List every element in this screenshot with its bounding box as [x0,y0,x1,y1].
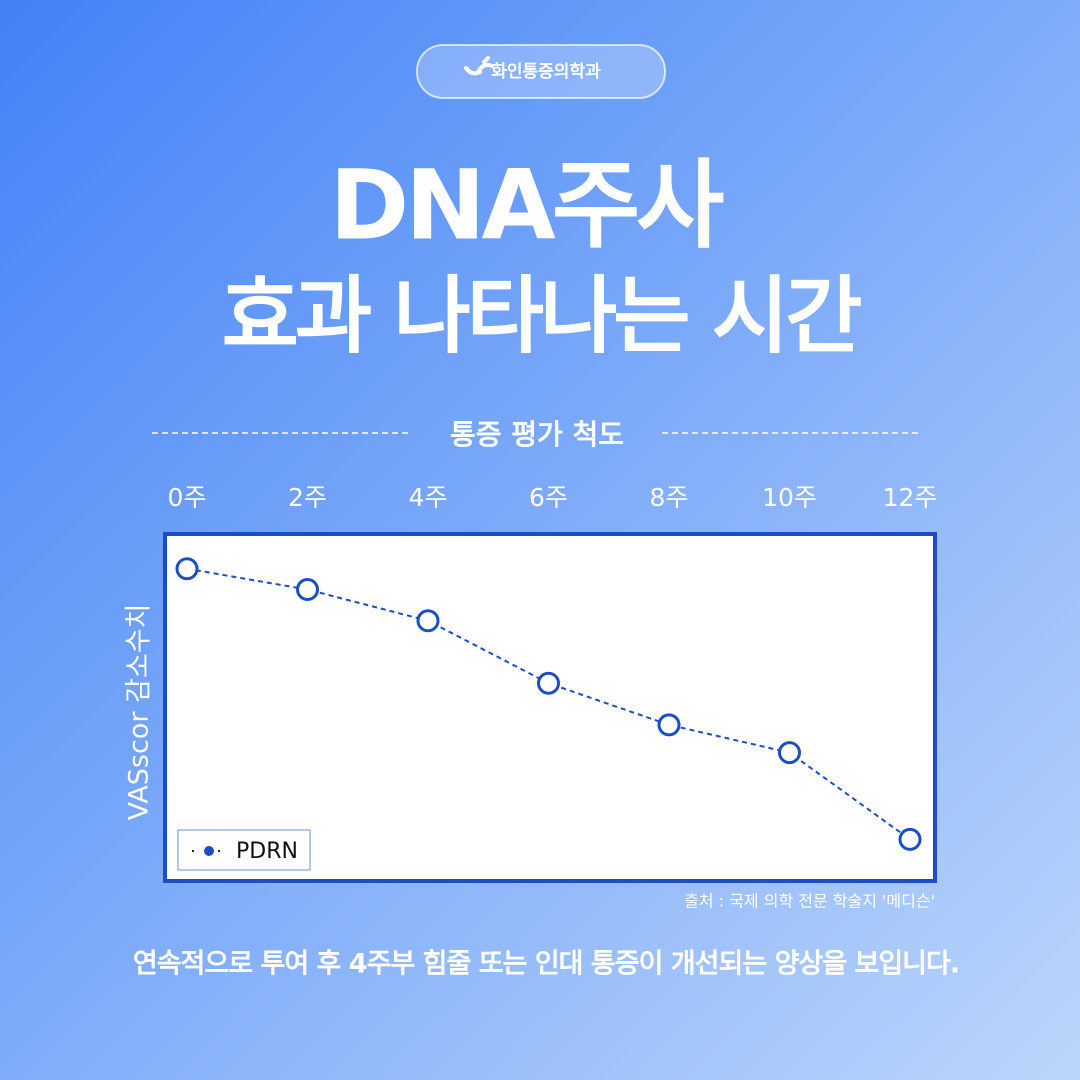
data-point [296,578,319,602]
data-point [898,827,922,851]
x-tick-label: 10주 [762,483,817,512]
data-point [416,609,440,633]
brand-logo [464,56,494,76]
y-axis-label: VASscor 감소수치 [124,604,155,821]
data-point [657,713,681,737]
data-point [175,557,199,581]
data-point [778,741,801,765]
x-tick-label: 0주 [168,483,207,512]
brand-pill [416,44,666,99]
headline: DNA주사 [330,149,725,261]
brand-name: 화인통증의학과 [491,62,601,82]
x-tick-label: 12주 [883,483,938,512]
chart-title: 통증 평가 척도 [450,418,624,451]
headline: 효과 나타나는 시간 [222,267,861,365]
plot-area [163,532,937,883]
source: 출처 : 국제 의학 전문 학술지 '메디슨' [684,892,935,911]
legend-label: PDRN [236,839,298,864]
data-point [537,671,560,695]
x-tick-label: 6주 [529,483,568,512]
x-tick-label: 8주 [650,483,689,512]
legend-box [177,829,311,871]
legend-marker [204,846,214,856]
x-tick-label: 4주 [409,483,448,512]
x-tick-label: 2주 [288,483,327,512]
caption: 연속적으로 투여 후 4주부 힘줄 또는 인대 통증이 개선되는 양상을 보입니… [133,949,959,980]
